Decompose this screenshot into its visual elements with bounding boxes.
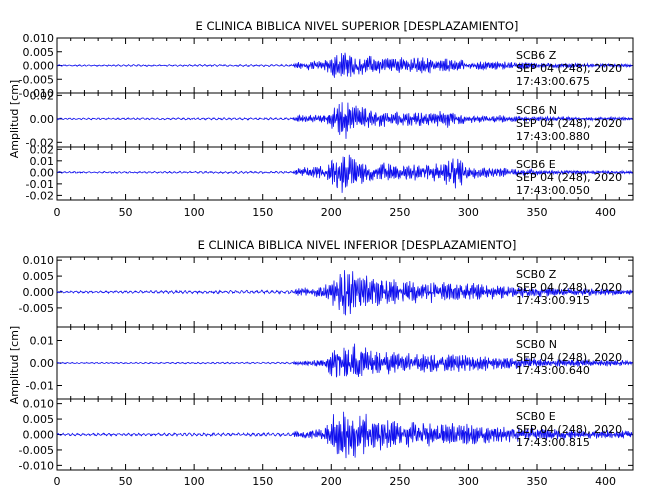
y-tick-label: 0.010 [23, 32, 55, 45]
chart-title: E CLINICA BIBLICA NIVEL INFERIOR [DESPLA… [198, 238, 517, 252]
y-tick-label: -0.005 [19, 302, 54, 315]
chart-group-1: E CLINICA BIBLICA NIVEL SUPERIOR [DESPLA… [8, 19, 634, 219]
y-tick-label: 0.010 [23, 254, 55, 267]
x-tick-label: 150 [252, 475, 273, 488]
time-label: 17:43:00.880 [516, 130, 590, 143]
time-label: 17:43:00.815 [516, 436, 590, 449]
x-tick-label: 300 [458, 475, 479, 488]
y-tick-label: 0.00 [30, 113, 55, 126]
waveform-trace [56, 154, 633, 193]
x-tick-label: 0 [54, 206, 61, 219]
date-label: SEP 04 (248), 2020 [516, 117, 622, 130]
y-tick-label: 0.00 [30, 166, 55, 179]
waveform-trace [56, 270, 633, 316]
y-tick-label: -0.01 [26, 178, 54, 191]
station-component-label: SCB6 E [516, 158, 556, 171]
y-tick-label: 0.00 [30, 357, 55, 370]
y-tick-label: 0.000 [23, 429, 55, 442]
x-tick-label: 250 [389, 206, 410, 219]
y-tick-label: -0.02 [26, 189, 54, 202]
y-tick-label: 0.01 [30, 335, 55, 348]
y-axis-label: Amplitud [cm] [8, 80, 21, 158]
waveform-trace [56, 343, 633, 378]
time-label: 17:43:00.675 [516, 75, 590, 88]
y-tick-label: 0.02 [30, 89, 55, 102]
x-tick-label: 400 [595, 206, 616, 219]
waveform-trace [56, 102, 633, 139]
y-tick-label: 0.010 [23, 398, 55, 411]
y-tick-label: 0.005 [23, 46, 55, 59]
x-tick-label: 100 [184, 475, 205, 488]
date-label: SEP 04 (248), 2020 [516, 351, 622, 364]
x-tick-label: 100 [184, 206, 205, 219]
x-tick-label: 50 [119, 475, 133, 488]
y-tick-label: -0.02 [26, 136, 54, 149]
waveform-trace [56, 52, 633, 78]
x-tick-label: 200 [321, 475, 342, 488]
station-component-label: SCB0 N [516, 338, 557, 351]
y-tick-label: -0.005 [19, 444, 54, 457]
y-tick-label: 0.005 [23, 413, 55, 426]
y-tick-label: 0.000 [23, 60, 55, 73]
station-component-label: SCB6 N [516, 104, 557, 117]
chart-group-2: E CLINICA BIBLICA NIVEL INFERIOR [DESPLA… [8, 238, 634, 488]
station-component-label: SCB0 Z [516, 268, 557, 281]
station-component-label: SCB0 E [516, 410, 556, 423]
time-label: 17:43:00.915 [516, 294, 590, 307]
y-tick-label: -0.01 [26, 380, 54, 393]
x-tick-label: 200 [321, 206, 342, 219]
y-tick-label: 0.01 [30, 155, 55, 168]
y-tick-label: 0.02 [30, 143, 55, 156]
x-tick-label: 350 [527, 475, 548, 488]
y-axis-label: Amplitud [cm] [8, 326, 21, 404]
waveform-trace [56, 411, 633, 459]
x-tick-label: 250 [389, 475, 410, 488]
date-label: SEP 04 (248), 2020 [516, 62, 622, 75]
date-label: SEP 04 (248), 2020 [516, 423, 622, 436]
y-tick-label: -0.010 [19, 87, 54, 100]
date-label: SEP 04 (248), 2020 [516, 171, 622, 184]
y-tick-label: 0.005 [23, 270, 55, 283]
x-tick-label: 350 [527, 206, 548, 219]
x-tick-label: 0 [54, 475, 61, 488]
x-tick-label: 150 [252, 206, 273, 219]
date-label: SEP 04 (248), 2020 [516, 281, 622, 294]
y-tick-label: -0.010 [19, 459, 54, 472]
x-tick-label: 50 [119, 206, 133, 219]
station-component-label: SCB6 Z [516, 49, 557, 62]
time-label: 17:43:00.640 [516, 364, 590, 377]
y-tick-label: 0.000 [23, 286, 55, 299]
y-tick-label: -0.005 [19, 73, 54, 86]
x-tick-label: 300 [458, 206, 479, 219]
chart-title: E CLINICA BIBLICA NIVEL SUPERIOR [DESPLA… [196, 19, 519, 33]
time-label: 17:43:00.050 [516, 184, 590, 197]
x-tick-label: 400 [595, 475, 616, 488]
